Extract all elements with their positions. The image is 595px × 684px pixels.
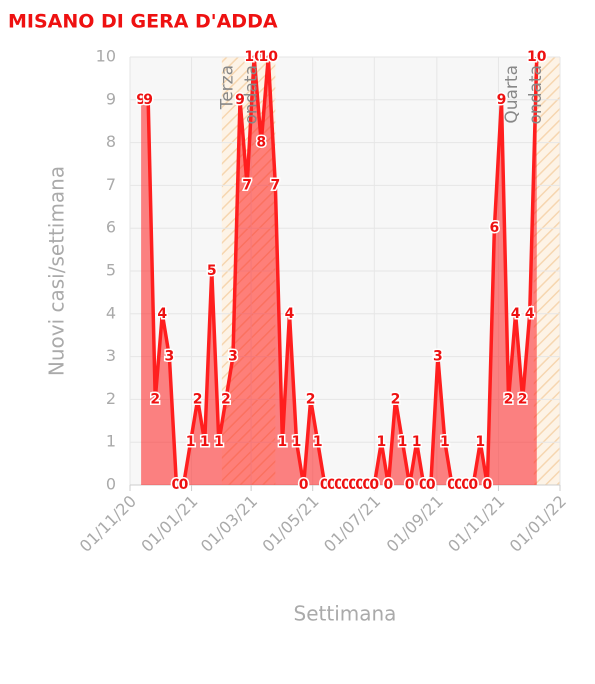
y-tick-label: 8 [106, 132, 116, 151]
data-label: 2 [518, 391, 528, 407]
data-label: 1 [278, 434, 288, 450]
data-label: 6 [490, 220, 500, 236]
data-label: 2 [150, 391, 160, 407]
chart-title: MISANO DI GERA D'ADDA [8, 11, 278, 33]
data-label: 9 [235, 92, 245, 108]
data-label: 9 [143, 92, 153, 108]
x-axis-label: Settimana [294, 602, 397, 626]
data-label: 9 [136, 92, 146, 108]
data-label: 0 [320, 477, 330, 493]
data-label: 10 [259, 49, 279, 65]
zone-label: Quarta [502, 65, 522, 124]
data-label: 0 [179, 477, 189, 493]
y-tick-label: 7 [106, 175, 116, 194]
data-label: 1 [412, 434, 422, 450]
data-label: 0 [405, 477, 415, 493]
data-label: 3 [433, 349, 443, 365]
data-label: 0 [454, 477, 464, 493]
x-tick-label: 01/07/21 [320, 492, 384, 556]
data-label: 7 [270, 177, 280, 193]
x-tick-label: 01/05/21 [258, 492, 322, 556]
data-label: 1 [398, 434, 408, 450]
data-label: 4 [511, 306, 521, 322]
x-tick-label: 01/11/20 [76, 492, 140, 556]
data-label: 1 [313, 434, 323, 450]
data-label: 2 [504, 391, 514, 407]
data-label: 4 [157, 306, 167, 322]
data-label: 0 [355, 477, 365, 493]
data-label: 2 [306, 391, 316, 407]
data-label: 0 [348, 477, 358, 493]
zone-label: ondata [526, 65, 546, 124]
data-label: 0 [384, 477, 394, 493]
data-label: 0 [447, 477, 457, 493]
data-label: 2 [193, 391, 203, 407]
data-label: 0 [362, 477, 372, 493]
data-label: 4 [285, 306, 295, 322]
data-label: 3 [228, 349, 238, 365]
data-label: 3 [164, 349, 174, 365]
y-tick-label: 2 [106, 389, 116, 408]
data-label: 10 [527, 49, 547, 65]
data-label: 9 [497, 92, 507, 108]
data-label: 0 [468, 477, 478, 493]
y-tick-label: 10 [96, 47, 116, 66]
x-tick-label: 01/03/21 [197, 492, 261, 556]
x-tick-label: 01/09/21 [383, 492, 447, 556]
data-label: 1 [440, 434, 450, 450]
x-tick-label: 01/01/21 [137, 492, 201, 556]
y-tick-label: 9 [106, 89, 116, 108]
y-tick-label: 6 [106, 218, 116, 237]
data-label: 1 [214, 434, 224, 450]
data-label: 0 [419, 477, 429, 493]
data-label: 1 [376, 434, 386, 450]
data-label: 0 [341, 477, 351, 493]
data-label: 1 [475, 434, 485, 450]
data-label: 0 [299, 477, 309, 493]
data-label: 0 [426, 477, 436, 493]
data-label: 0 [172, 477, 182, 493]
data-label: 8 [256, 135, 266, 151]
y-tick-label: 3 [106, 346, 116, 365]
y-tick-label: 4 [106, 303, 116, 322]
data-label: 1 [186, 434, 196, 450]
y-tick-label: 1 [106, 432, 116, 451]
zone-label: ondata [241, 65, 261, 124]
data-label: 0 [482, 477, 492, 493]
data-label: 0 [369, 477, 379, 493]
y-tick-label: 5 [106, 261, 116, 280]
data-label: 7 [242, 177, 252, 193]
zone-label: Terza [217, 65, 237, 110]
data-label: 0 [334, 477, 344, 493]
data-label: 0 [461, 477, 471, 493]
x-tick-label: 01/01/22 [506, 492, 570, 556]
x-tick-label: 01/11/21 [444, 492, 508, 556]
y-axis-label: Nuovi casi/settimana [45, 166, 69, 376]
line [141, 55, 539, 487]
data-label: 1 [200, 434, 210, 450]
data-label: 4 [525, 306, 535, 322]
data-label: 2 [221, 391, 231, 407]
data-label: 5 [207, 263, 217, 279]
data-label: 0 [327, 477, 337, 493]
data-label: 10 [244, 49, 264, 65]
y-tick-label: 0 [106, 475, 116, 494]
data-label: 1 [292, 434, 302, 450]
data-label: 2 [391, 391, 401, 407]
